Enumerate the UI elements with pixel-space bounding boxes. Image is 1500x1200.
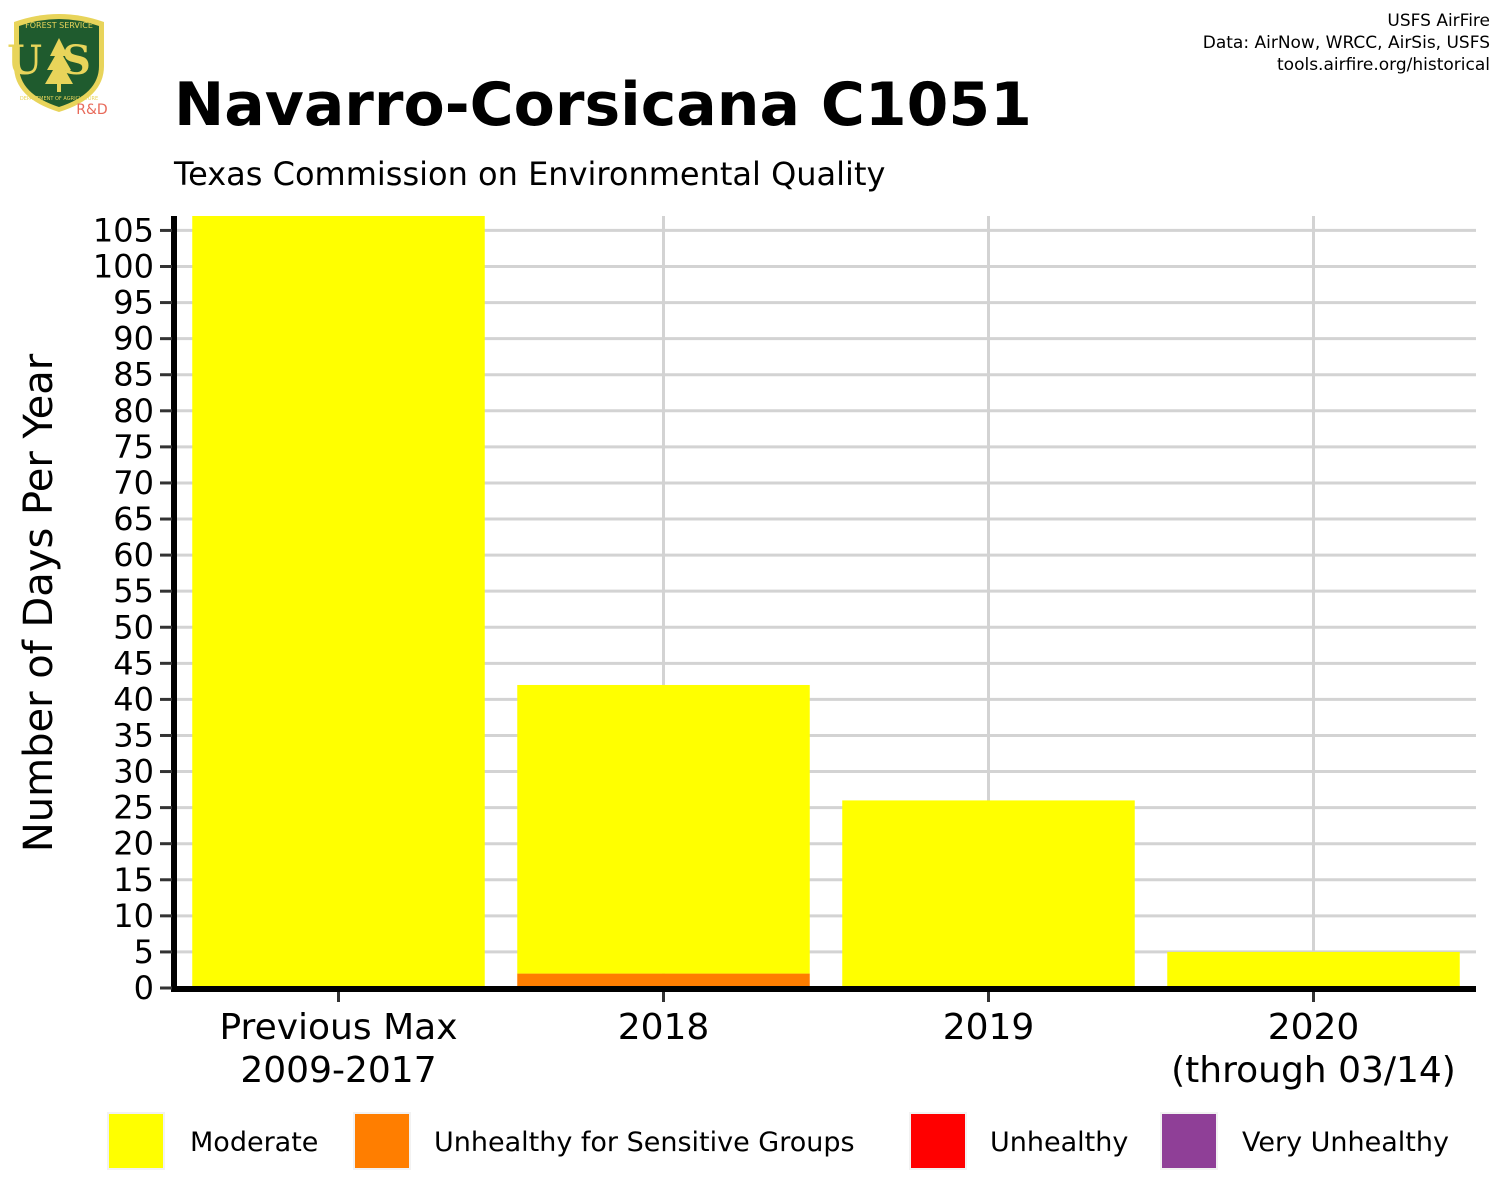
logo-top-text: FOREST SERVICE — [25, 21, 93, 30]
y-tick-label: 15 — [113, 861, 154, 899]
bar-segment — [192, 216, 485, 988]
y-tick-label: 45 — [113, 644, 154, 682]
y-tick-label: 0 — [134, 969, 154, 1007]
y-tick-label: 55 — [113, 572, 154, 610]
y-tick-label: 65 — [113, 500, 154, 538]
y-tick-label: 90 — [113, 320, 154, 358]
axes — [171, 216, 1476, 992]
logo-bottom-text: DEPARTMENT OF AGRICULTURE — [20, 96, 98, 102]
x-tick-label: 2019 — [943, 1007, 1035, 1048]
chart-subtitle: Texas Commission on Environmental Qualit… — [174, 155, 886, 193]
x-tick-label: 2009-2017 — [240, 1050, 436, 1091]
y-tick-label: 35 — [113, 716, 154, 754]
x-tick-label: 2018 — [618, 1007, 710, 1048]
legend-label: Unhealthy for Sensitive Groups — [434, 1127, 855, 1158]
bar-segment — [842, 800, 1135, 988]
y-tick-label: 95 — [113, 284, 154, 322]
bar-segment — [1167, 951, 1460, 988]
legend-label: Unhealthy — [990, 1127, 1128, 1158]
forest-service-logo: FOREST SERVICE US DEPARTMENT OF AGRICULT… — [7, 14, 111, 116]
credit-line: tools.airfire.org/historical — [1277, 55, 1490, 75]
y-tick-label: 80 — [113, 392, 154, 430]
x-tick-label: 2020 — [1268, 1007, 1360, 1048]
legend-key — [909, 1112, 967, 1170]
bars — [192, 216, 1460, 988]
y-tick-label: 75 — [113, 428, 154, 466]
bar-segment — [517, 973, 810, 988]
legend-label: Very Unhealthy — [1242, 1127, 1449, 1158]
legend-label: Moderate — [190, 1127, 318, 1158]
y-tick-label: 60 — [113, 536, 154, 574]
x-tick-label: (through 03/14) — [1171, 1050, 1456, 1091]
credit-line: Data: AirNow, WRCC, AirSis, USFS — [1202, 33, 1490, 53]
logo-letters: US — [7, 37, 111, 84]
y-tick-label: 20 — [113, 825, 154, 863]
y-tick-label: 25 — [113, 789, 154, 827]
legend-key — [107, 1112, 165, 1170]
credits: USFS AirFire Data: AirNow, WRCC, AirSis,… — [1203, 10, 1490, 76]
legend-key — [353, 1112, 411, 1170]
credit-line: USFS AirFire — [1387, 11, 1490, 31]
y-tick-label: 70 — [113, 464, 154, 502]
y-tick-label: 105 — [93, 211, 154, 249]
y-tick-label: 85 — [113, 356, 154, 394]
x-tick-label: Previous Max — [219, 1007, 457, 1048]
y-tick-label: 30 — [113, 753, 154, 791]
legend: Moderate Unhealthy for Sensitive Groups Un… — [107, 1112, 1449, 1170]
legend-key — [1160, 1112, 1218, 1170]
y-tick-label: 40 — [113, 680, 154, 718]
y-axis-label: Number of Days Per Year — [16, 353, 62, 852]
logo-badge: R&D — [76, 102, 107, 116]
chart-title: Navarro-Corsicana C1051 — [174, 70, 1032, 140]
y-tick-label: 100 — [93, 248, 154, 286]
y-tick-label: 10 — [113, 897, 154, 935]
bar-segment — [517, 684, 810, 974]
y-tick-label: 5 — [134, 933, 154, 971]
y-tick-label: 50 — [113, 608, 154, 646]
y-ticks: 0510152025303540455055606570758085909510… — [93, 211, 172, 1007]
